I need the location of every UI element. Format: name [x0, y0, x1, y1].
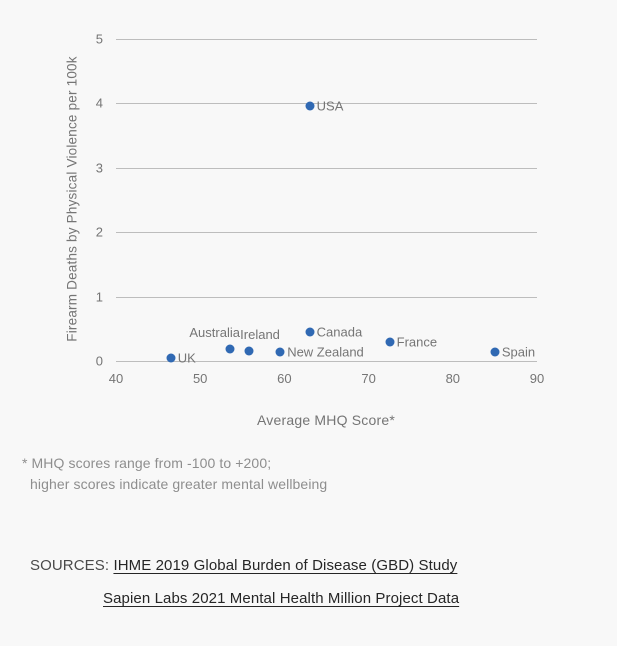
footnote-line-2: higher scores indicate greater mental we…	[30, 476, 328, 492]
sources-line-1: SOURCES: IHME 2019 Global Burden of Dise…	[30, 557, 459, 574]
gridline-y-5	[116, 39, 537, 40]
y-tick-label-3: 3	[95, 160, 103, 176]
sources-line-2: Sapien Labs 2021 Mental Health Million P…	[30, 590, 459, 607]
data-point-label-france: France	[396, 334, 438, 350]
y-tick-label-5: 5	[95, 31, 103, 47]
sources-block: SOURCES: IHME 2019 Global Burden of Dise…	[30, 557, 459, 607]
x-tick-label-90: 90	[529, 371, 545, 386]
data-point-spain	[490, 347, 500, 357]
data-point-label-ireland: Ireland	[240, 326, 280, 342]
gridline-y-2	[116, 232, 537, 234]
data-point-label-spain: Spain	[501, 344, 536, 360]
sources-label: SOURCES:	[30, 557, 110, 574]
data-point-label-new-zealand: New Zealand	[287, 344, 364, 360]
gridline-y-4	[116, 103, 537, 105]
footnote: * MHQ scores range from -100 to +200; hi…	[22, 453, 327, 495]
data-point-australia	[225, 344, 235, 354]
gridline-y-1	[116, 296, 537, 298]
y-axis-title: Firearm Deaths by Physical Violence per …	[64, 56, 80, 342]
data-point-canada	[305, 327, 315, 337]
y-tick-label-1: 1	[95, 289, 103, 305]
data-point-label-australia: Australia	[189, 325, 240, 341]
data-point-france	[385, 337, 395, 347]
data-point-uk	[166, 353, 176, 363]
data-point-ireland	[244, 346, 254, 356]
y-tick-label-0: 0	[95, 353, 103, 369]
plot-area: 0 1 2 3 4 5 40 50 60 70 80 90 UK Australia Ireland New …	[96, 33, 544, 386]
source-link-gbd-study[interactable]: IHME 2019 Global Burden of Disease (GBD)…	[113, 557, 458, 574]
data-point-label-usa: USA	[316, 98, 344, 114]
x-axis-title: Average MHQ Score*	[257, 412, 395, 428]
data-point-label-uk: UK	[177, 350, 196, 366]
gridline-y-3	[116, 167, 537, 169]
data-point-label-canada: Canada	[316, 324, 363, 340]
source-link-sapien-labs[interactable]: Sapien Labs 2021 Mental Health Million P…	[103, 590, 460, 607]
y-tick-label-4: 4	[95, 95, 103, 111]
y-tick-label-2: 2	[95, 224, 103, 240]
gridline-y-0	[116, 361, 537, 362]
footnote-line-1: * MHQ scores range from -100 to +200;	[22, 455, 272, 471]
x-tick-label-80: 80	[445, 371, 461, 386]
x-tick-label-70: 70	[361, 371, 376, 386]
x-tick-label-50: 50	[192, 371, 208, 386]
data-point-usa	[305, 101, 315, 111]
x-tick-label-40: 40	[108, 371, 124, 386]
x-tick-label-60: 60	[277, 371, 292, 386]
data-point-new-zealand	[275, 347, 285, 357]
